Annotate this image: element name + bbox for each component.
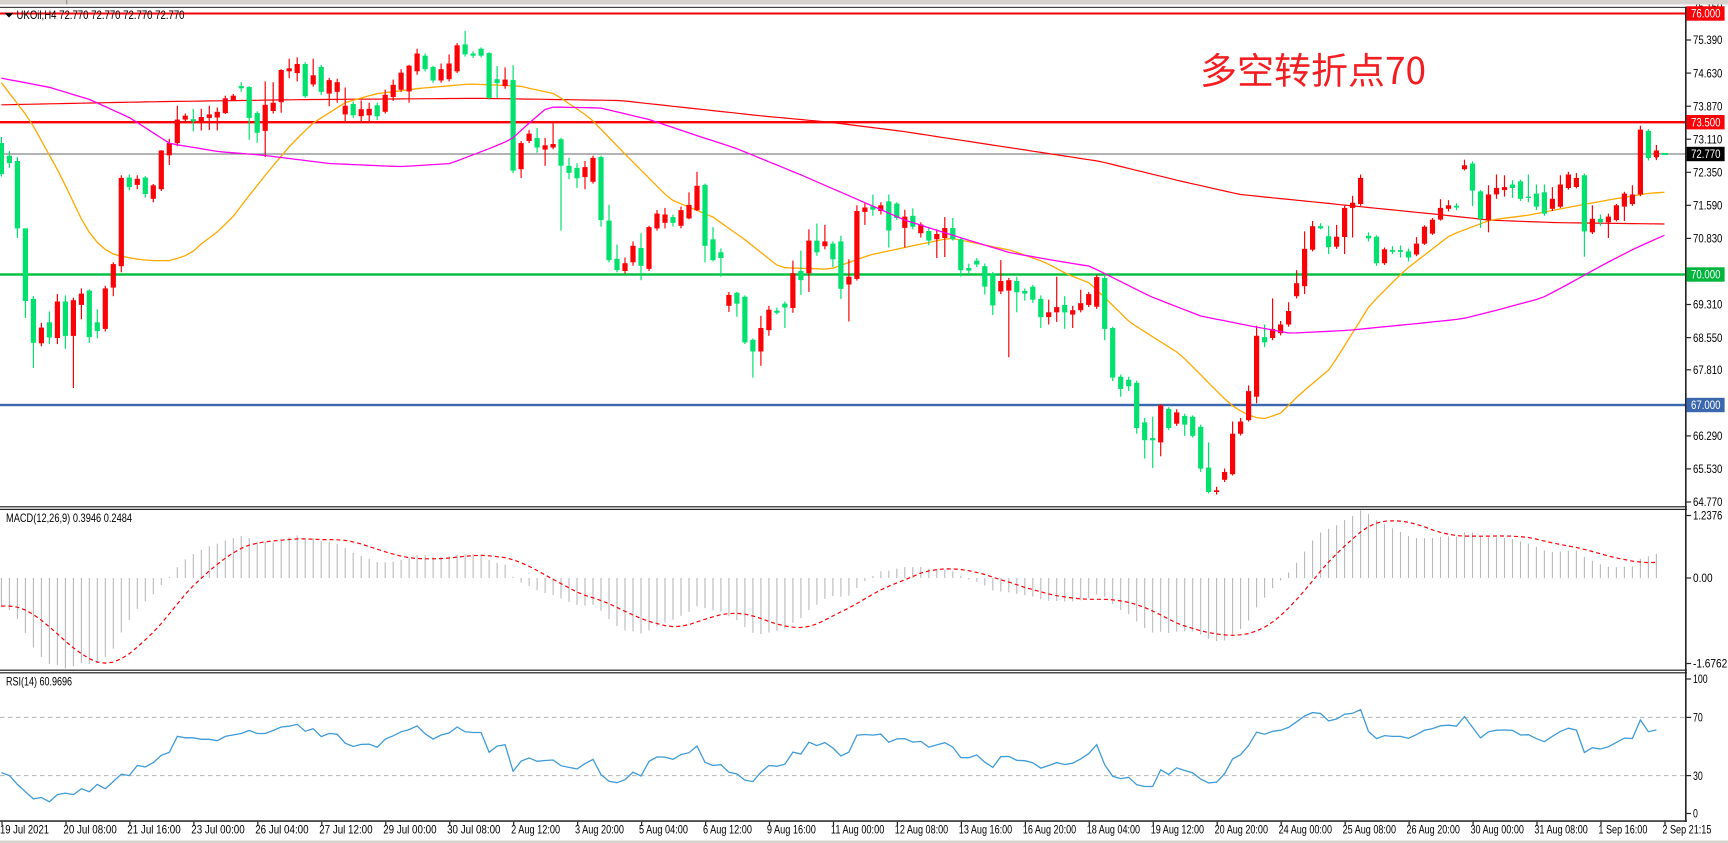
svg-text:76.000: 76.000	[1691, 7, 1721, 21]
svg-text:11 Aug 00:00: 11 Aug 00:00	[831, 823, 885, 837]
svg-text:2 Aug 12:00: 2 Aug 12:00	[511, 823, 560, 837]
svg-text:31 Aug 08:00: 31 Aug 08:00	[1534, 823, 1588, 837]
svg-text:0: 0	[1693, 807, 1698, 821]
svg-text:19 Jul 2021: 19 Jul 2021	[0, 823, 49, 837]
svg-text:3 Aug 20:00: 3 Aug 20:00	[575, 823, 624, 837]
svg-text:MACD(12,26,9) 0.3946 0.2484: MACD(12,26,9) 0.3946 0.2484	[6, 511, 132, 525]
svg-text:20 Aug 20:00: 20 Aug 20:00	[1215, 823, 1269, 837]
svg-text:30 Aug 00:00: 30 Aug 00:00	[1471, 823, 1525, 837]
svg-text:1.2376: 1.2376	[1693, 509, 1723, 523]
svg-text:65.530: 65.530	[1693, 462, 1723, 476]
svg-text:70: 70	[1693, 711, 1703, 725]
svg-text:13 Aug 16:00: 13 Aug 16:00	[959, 823, 1013, 837]
svg-text:100: 100	[1693, 672, 1708, 686]
svg-text:68.550: 68.550	[1693, 331, 1723, 345]
svg-text:23 Jul 00:00: 23 Jul 00:00	[191, 823, 245, 837]
svg-text:66.290: 66.290	[1693, 429, 1723, 443]
svg-text:67.810: 67.810	[1693, 363, 1723, 377]
svg-text:1 Sep 16:00: 1 Sep 16:00	[1598, 823, 1647, 837]
svg-text:21 Jul 16:00: 21 Jul 16:00	[127, 823, 181, 837]
svg-text:19 Aug 12:00: 19 Aug 12:00	[1151, 823, 1205, 837]
svg-text:73.110: 73.110	[1693, 132, 1723, 146]
svg-text:5 Aug 04:00: 5 Aug 04:00	[639, 823, 688, 837]
svg-text:30: 30	[1693, 769, 1703, 783]
svg-text:30 Jul 08:00: 30 Jul 08:00	[447, 823, 501, 837]
svg-text:12 Aug 08:00: 12 Aug 08:00	[895, 823, 949, 837]
svg-text:72.350: 72.350	[1693, 166, 1723, 180]
svg-text:26 Jul 04:00: 26 Jul 04:00	[255, 823, 309, 837]
svg-text:67.000: 67.000	[1691, 398, 1721, 412]
svg-text:29 Jul 00:00: 29 Jul 00:00	[383, 823, 437, 837]
svg-text:16 Aug 20:00: 16 Aug 20:00	[1023, 823, 1077, 837]
svg-text:69.310: 69.310	[1693, 298, 1723, 312]
svg-text:74.630: 74.630	[1693, 66, 1723, 80]
svg-text:27 Jul 12:00: 27 Jul 12:00	[319, 823, 373, 837]
svg-text:71.590: 71.590	[1693, 199, 1723, 213]
svg-text:73.500: 73.500	[1691, 116, 1721, 130]
svg-text:20 Jul 08:00: 20 Jul 08:00	[63, 823, 117, 837]
svg-text:72.770: 72.770	[1691, 147, 1721, 161]
svg-text:2 Sep 21:15: 2 Sep 21:15	[1662, 823, 1711, 837]
svg-text:70.830: 70.830	[1693, 232, 1723, 246]
svg-text:9 Aug 16:00: 9 Aug 16:00	[767, 823, 816, 837]
svg-text:0.00: 0.00	[1693, 571, 1713, 585]
svg-text:25 Aug 08:00: 25 Aug 08:00	[1343, 823, 1397, 837]
svg-text:70.000: 70.000	[1691, 268, 1721, 282]
svg-text:RSI(14) 60.9696: RSI(14) 60.9696	[6, 675, 72, 689]
svg-text:6 Aug 12:00: 6 Aug 12:00	[703, 823, 752, 837]
svg-text:73.870: 73.870	[1693, 99, 1723, 113]
svg-text:75.390: 75.390	[1693, 33, 1723, 47]
svg-text:-1.6762: -1.6762	[1693, 657, 1728, 671]
svg-text:64.770: 64.770	[1693, 495, 1723, 509]
svg-text:UKOil,H4 72.770 72.770 72.770: UKOil,H4 72.770 72.770 72.770 72.770	[17, 8, 185, 22]
svg-text:26 Aug 20:00: 26 Aug 20:00	[1407, 823, 1461, 837]
svg-text:24 Aug 00:00: 24 Aug 00:00	[1279, 823, 1333, 837]
svg-text:18 Aug 04:00: 18 Aug 04:00	[1087, 823, 1141, 837]
